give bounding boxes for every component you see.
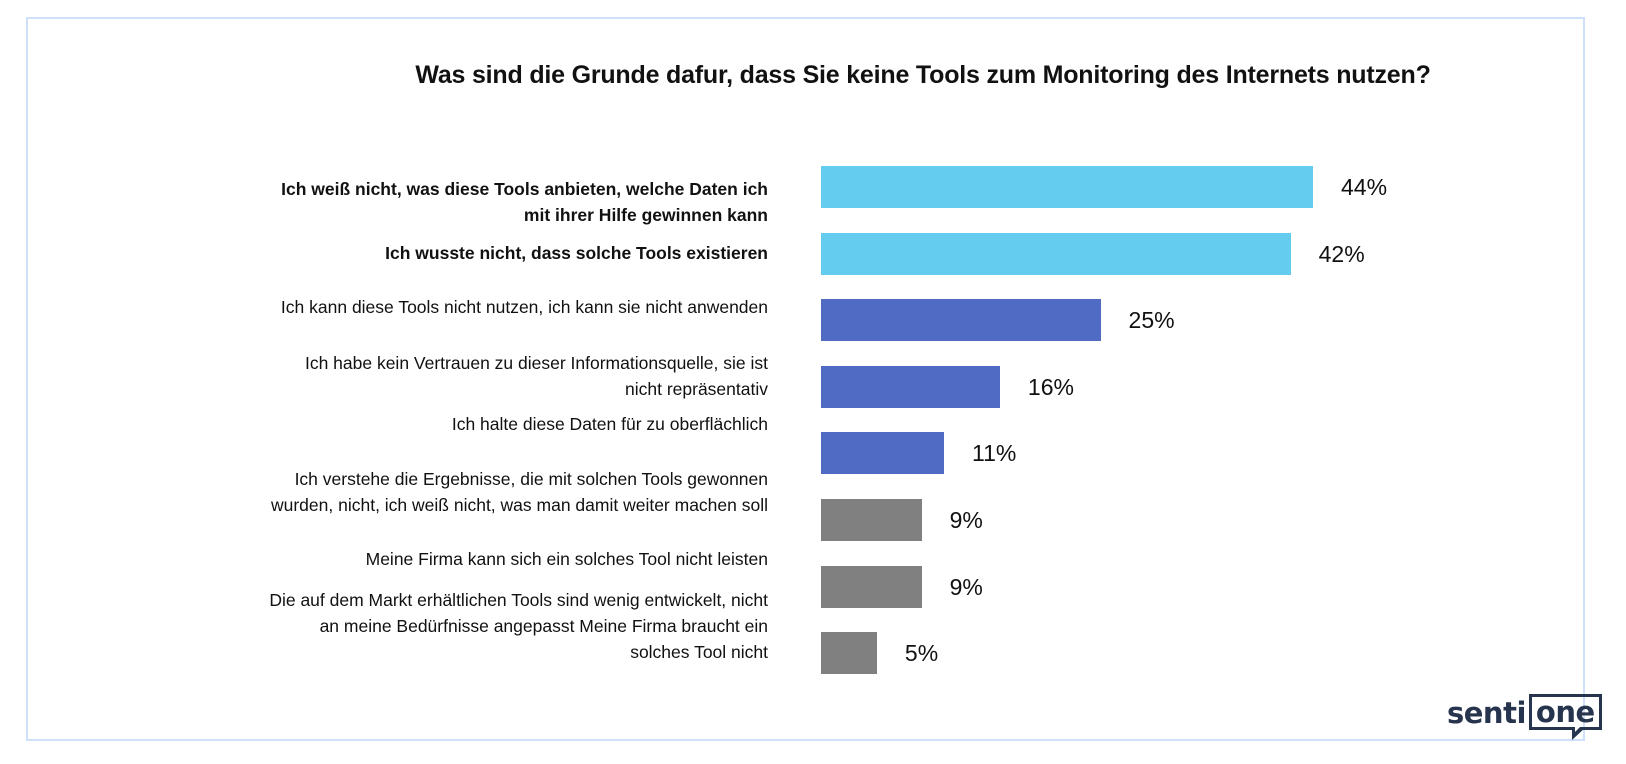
category-label-line: Ich habe kein Vertrauen zu dieser Inform… xyxy=(304,353,768,373)
data-label: 11% xyxy=(972,440,1017,466)
bar xyxy=(821,632,877,674)
category-label: Ich weiß nicht, was diese Tools anbieten… xyxy=(168,176,768,228)
chart-frame xyxy=(26,17,1585,741)
bar xyxy=(821,432,944,474)
category-label-line: an meine Bedürfnisse angepasst Meine Fir… xyxy=(319,616,768,636)
bar xyxy=(821,166,1313,208)
bar xyxy=(821,566,922,608)
category-label-line: mit ihrer Hilfe gewinnen kann xyxy=(523,205,768,225)
logo-speech-bubble-icon: one xyxy=(1528,694,1602,740)
data-label: 5% xyxy=(904,640,939,666)
category-label-line: nicht repräsentativ xyxy=(625,379,768,399)
chart-title: Was sind die Grunde dafur, dass Sie kein… xyxy=(415,61,1431,89)
category-label: Ich habe kein Vertrauen zu dieser Inform… xyxy=(168,350,768,402)
category-label-line: Ich verstehe die Ergebnisse, die mit sol… xyxy=(294,469,768,489)
category-label-line: Ich kann diese Tools nicht nutzen, ich k… xyxy=(280,297,768,317)
category-label: Ich wusste nicht, dass solche Tools exis… xyxy=(168,240,768,266)
logo-text-one: one xyxy=(1535,695,1595,729)
category-label: Ich kann diese Tools nicht nutzen, ich k… xyxy=(168,294,768,320)
sentione-logo: senti one xyxy=(1447,694,1602,740)
bar xyxy=(821,299,1101,341)
data-label: 44% xyxy=(1341,174,1388,200)
data-label: 9% xyxy=(949,574,983,600)
category-label: Die auf dem Markt erhältlichen Tools sin… xyxy=(168,587,768,665)
category-label-line: Meine Firma kann sich ein solches Tool n… xyxy=(365,549,768,569)
data-label: 42% xyxy=(1318,241,1365,267)
category-label: Ich halte diese Daten für zu oberflächli… xyxy=(168,411,768,437)
category-label-line: Ich weiß nicht, was diese Tools anbieten… xyxy=(281,179,768,199)
logo-text-senti: senti xyxy=(1447,696,1526,730)
category-label-line: Ich wusste nicht, dass solche Tools exis… xyxy=(385,243,768,263)
data-label: 25% xyxy=(1128,307,1175,333)
data-label: 9% xyxy=(949,507,983,533)
category-label-line: solches Tool nicht xyxy=(630,642,768,662)
data-label: 16% xyxy=(1027,374,1074,400)
category-label-line: wurden, nicht, ich weiß nicht, was man d… xyxy=(270,495,768,515)
speech-bubble-tail-icon xyxy=(1571,724,1586,740)
bar xyxy=(821,233,1291,275)
bar xyxy=(821,499,922,541)
category-label-line: Ich halte diese Daten für zu oberflächli… xyxy=(451,414,768,434)
category-label-line: Die auf dem Markt erhältlichen Tools sin… xyxy=(269,590,768,610)
category-label: Ich verstehe die Ergebnisse, die mit sol… xyxy=(168,466,768,518)
bar xyxy=(821,366,1000,408)
category-label: Meine Firma kann sich ein solches Tool n… xyxy=(168,546,768,572)
